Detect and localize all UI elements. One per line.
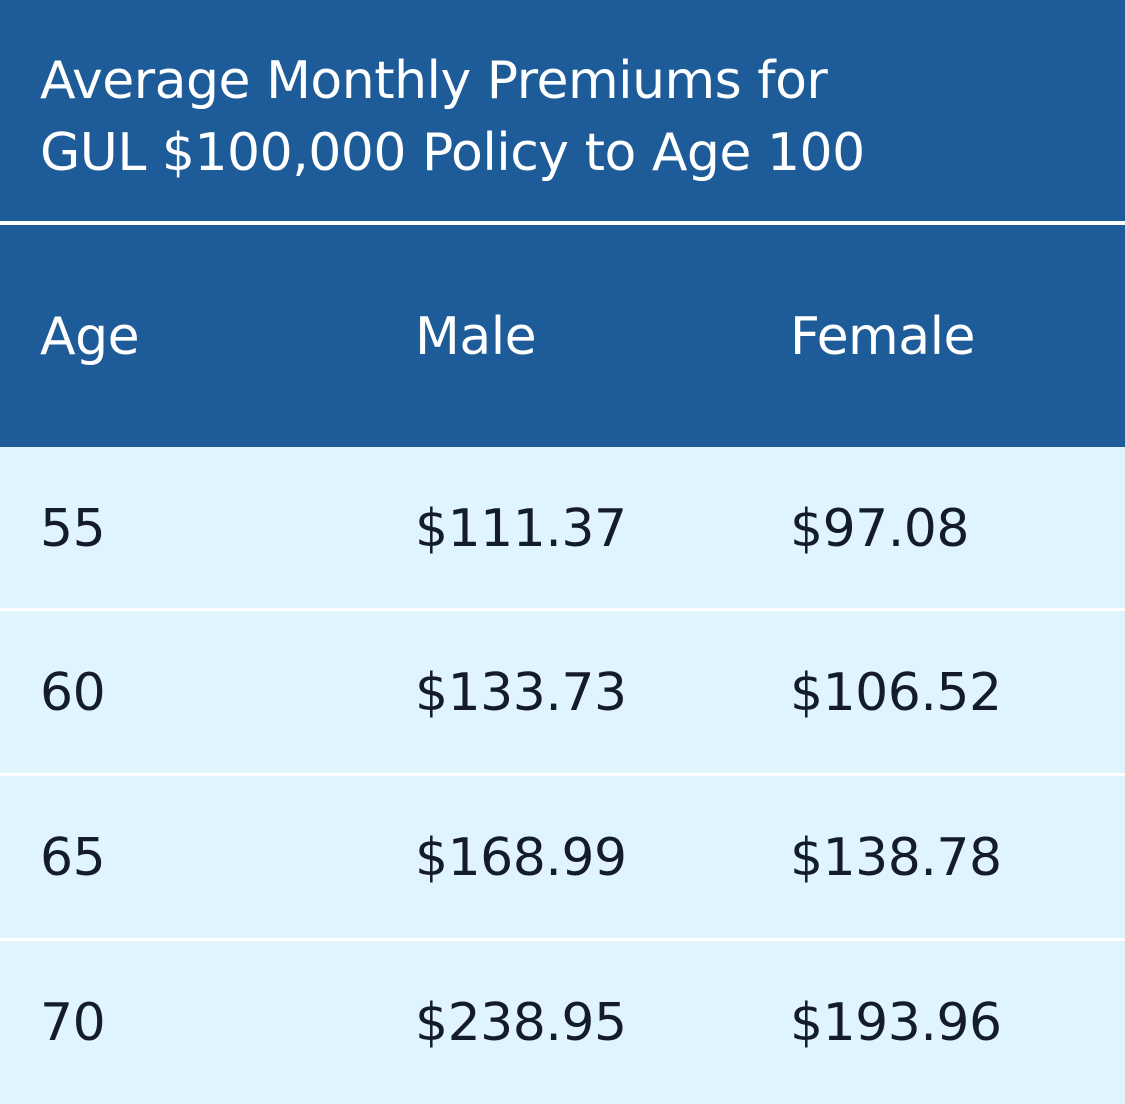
header-age: Age <box>40 307 140 367</box>
table-row: 65 $168.99 $138.78 <box>0 776 1125 938</box>
table-row: 60 $133.73 $106.52 <box>0 611 1125 773</box>
cell-age: 65 <box>40 828 106 888</box>
row-separator <box>0 773 1125 776</box>
cell-male-premium: $133.73 <box>415 663 627 723</box>
cell-female-premium: $106.52 <box>790 663 1002 723</box>
cell-female-premium: $97.08 <box>790 499 969 559</box>
cell-male-premium: $111.37 <box>415 499 627 559</box>
table-title-block: Average Monthly Premiums for GUL $100,00… <box>0 0 1125 221</box>
cell-age: 60 <box>40 663 106 723</box>
table-title-line-2: GUL $100,000 Policy to Age 100 <box>40 123 865 183</box>
cell-age: 70 <box>40 993 106 1053</box>
cell-female-premium: $138.78 <box>790 828 1002 888</box>
row-separator <box>0 938 1125 941</box>
table-title-line-1: Average Monthly Premiums for <box>40 51 828 111</box>
header-female: Female <box>790 307 976 367</box>
table-header-row: Age Male Female <box>0 225 1125 447</box>
header-male: Male <box>415 307 537 367</box>
cell-female-premium: $193.96 <box>790 993 1002 1053</box>
table-row: 55 $111.37 $97.08 <box>0 447 1125 609</box>
cell-male-premium: $168.99 <box>415 828 627 888</box>
table-row: 70 $238.95 $193.96 <box>0 941 1125 1104</box>
cell-age: 55 <box>40 499 106 559</box>
row-separator <box>0 608 1125 611</box>
cell-male-premium: $238.95 <box>415 993 627 1053</box>
title-divider <box>0 221 1125 225</box>
